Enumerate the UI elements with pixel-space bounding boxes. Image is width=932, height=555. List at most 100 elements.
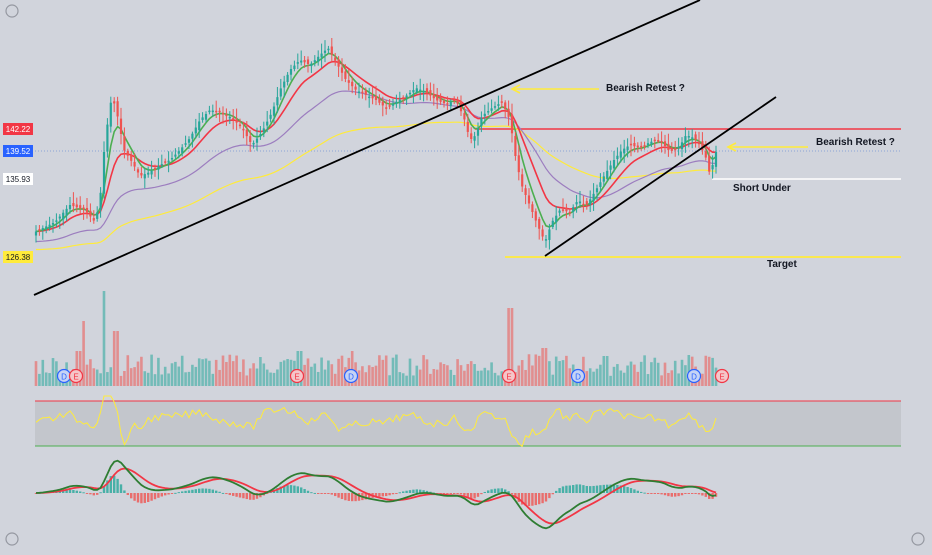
macd-histogram-bar <box>575 484 578 493</box>
macd-histogram-bar <box>184 490 187 493</box>
candle-body <box>259 134 262 137</box>
macd-histogram-bar <box>34 493 38 494</box>
candle-body <box>167 160 170 163</box>
volume-bar <box>398 372 402 386</box>
scroll-handle-left-top[interactable] <box>5 4 19 18</box>
volume-bar <box>622 372 626 386</box>
candle-body <box>684 136 687 143</box>
volume-bar <box>609 375 612 386</box>
candle-body <box>51 223 55 225</box>
candle-body <box>402 97 405 99</box>
candle-body <box>500 101 503 103</box>
candle-body <box>650 141 653 145</box>
macd-histogram-bar <box>643 492 646 494</box>
macd-histogram-bar <box>160 493 163 497</box>
macd-histogram-bar <box>636 490 639 493</box>
label-bearish-retest-1: Bearish Retest ? <box>606 83 685 94</box>
volume-bar <box>252 363 255 386</box>
volume-bar <box>279 361 283 386</box>
macd-histogram-bar <box>215 490 218 493</box>
volume-bar <box>378 355 381 386</box>
volume-bar <box>384 355 388 386</box>
ascending-trendline-wedge[interactable] <box>544 96 777 257</box>
volume-bar <box>619 370 623 386</box>
volume-bar <box>214 359 218 386</box>
volume-bar <box>259 357 262 386</box>
candle-body <box>660 140 663 143</box>
macd-histogram-bar <box>602 484 605 493</box>
volume-bar <box>228 354 232 386</box>
volume-bar <box>646 374 650 386</box>
candle-body <box>242 128 245 131</box>
macd-histogram-bar <box>507 491 510 493</box>
volume-bar <box>558 361 561 386</box>
volume-bar <box>180 355 184 386</box>
candle-body <box>82 207 85 210</box>
volume-bar <box>143 371 147 386</box>
volume-bar <box>364 372 368 386</box>
macd-histogram-bar <box>323 493 327 494</box>
candle-body <box>92 218 95 221</box>
macd-histogram-bar <box>385 493 388 497</box>
volume-bar <box>146 372 150 386</box>
macd-histogram-bar <box>592 485 595 493</box>
macd-histogram-bar <box>697 493 701 495</box>
candle-body <box>351 81 354 87</box>
candle-body <box>663 141 667 146</box>
macd-histogram-bar <box>415 489 418 493</box>
rsi-band <box>35 401 901 446</box>
rsi-indicator <box>35 395 717 448</box>
price-tag-135-text: 135.93 <box>6 175 31 184</box>
macd-histogram-bar <box>344 493 347 501</box>
candle-body <box>249 136 252 142</box>
volume-bar <box>663 362 667 386</box>
candle-body <box>381 101 384 106</box>
candle-body <box>612 160 616 169</box>
candle-body <box>388 105 391 107</box>
volume-bar <box>500 371 504 386</box>
candle-body <box>191 133 194 139</box>
candle-body <box>147 172 150 175</box>
candle-body <box>194 127 197 134</box>
macd-histogram-bar <box>544 493 548 502</box>
macd-histogram-bar <box>191 489 194 493</box>
macd-histogram-bar <box>167 493 170 495</box>
macd-histogram-bar <box>504 489 507 493</box>
candle-body <box>215 110 218 113</box>
candle-body <box>595 188 599 193</box>
candle-body <box>334 57 337 61</box>
macd-histogram-bar <box>541 493 544 504</box>
candle-body <box>374 95 378 100</box>
volume-bar <box>306 358 310 386</box>
volume-bar <box>191 364 194 386</box>
scroll-handle-left-bottom[interactable] <box>5 532 19 546</box>
volume-bar <box>711 357 714 386</box>
macd-histogram-bar <box>449 493 452 494</box>
macd-histogram-bar <box>640 491 643 493</box>
volume-bar <box>48 373 51 386</box>
candle-body <box>177 151 180 154</box>
candle-body <box>412 90 415 93</box>
macd-histogram-bar <box>514 493 517 499</box>
candle-body <box>306 59 310 64</box>
candle-body <box>300 60 303 63</box>
candle-body <box>524 188 527 195</box>
scroll-handle-right-bottom[interactable] <box>911 532 925 546</box>
volume-bar <box>109 367 113 386</box>
candle-body <box>487 111 490 113</box>
volume-bar <box>140 356 143 386</box>
candle-body <box>68 205 72 210</box>
macd-histogram-bar <box>147 493 150 503</box>
macd-histogram-bar <box>694 493 697 494</box>
macd-histogram-bar <box>425 490 429 493</box>
macd-histogram-bar <box>446 493 449 495</box>
macd-histogram-bar <box>238 493 242 498</box>
macd-histogram-bar <box>300 487 303 493</box>
ascending-trendline-main[interactable] <box>33 0 701 296</box>
candle-body <box>470 133 473 139</box>
volume-bar <box>51 358 55 386</box>
macd-histogram-bar <box>232 493 235 496</box>
